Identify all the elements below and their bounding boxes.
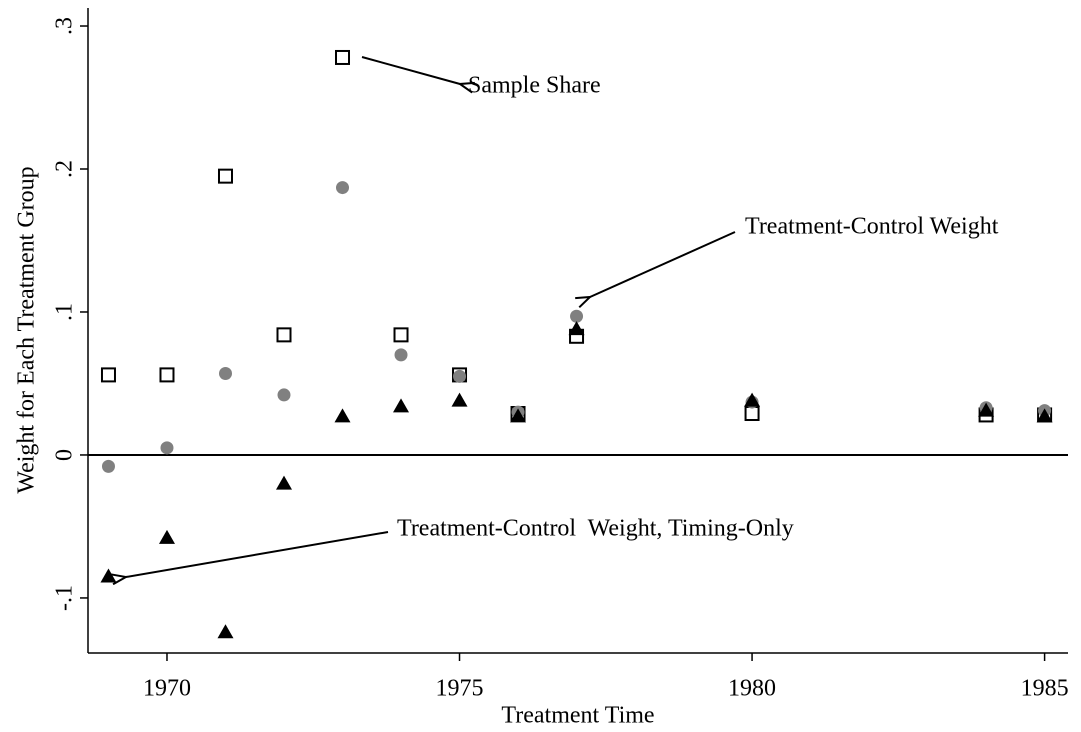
x-tick-label: 1980: [728, 676, 776, 702]
circle-marker: [336, 181, 350, 195]
annotation-arrow: [361, 56, 460, 84]
triangle-marker: [1036, 408, 1053, 423]
circle-marker: [160, 441, 174, 455]
square-marker: [393, 327, 409, 343]
triangle-marker: [744, 392, 761, 407]
triangle-marker: [510, 408, 527, 423]
annotation: Sample Share: [468, 73, 601, 99]
triangle-marker: [334, 408, 351, 423]
x-tick-label: 1970: [143, 676, 191, 702]
square-marker: [335, 49, 351, 65]
circle-marker: [394, 348, 408, 362]
circle-marker: [277, 388, 291, 402]
circle-marker: [218, 366, 232, 380]
x-tick-label: 1975: [436, 676, 484, 702]
triangle-marker: [100, 568, 117, 583]
square-marker: [276, 327, 292, 343]
square-marker: [217, 168, 233, 184]
x-axis-title: Treatment Time: [501, 703, 654, 729]
x-tick-label: 1985: [1021, 676, 1069, 702]
triangle-marker: [393, 398, 410, 413]
y-tick-label: .3: [52, 17, 78, 35]
square-marker: [100, 367, 116, 383]
circle-marker: [570, 309, 584, 323]
y-tick-label: .2: [52, 160, 78, 178]
annotation-arrow: [126, 531, 389, 577]
y-tick-label: .1: [52, 303, 78, 321]
y-axis-title: Weight for Each Treatment Group: [14, 166, 40, 493]
annotation: Treatment-Control Weight, Timing-Only: [397, 516, 794, 542]
triangle-marker: [568, 321, 585, 336]
circle-marker: [453, 369, 467, 383]
square-marker: [744, 406, 760, 422]
triangle-marker: [158, 529, 175, 544]
square-marker: [159, 367, 175, 383]
y-tick-label: 0: [52, 449, 78, 461]
triangle-marker: [451, 392, 468, 407]
annotation: Treatment-Control Weight: [745, 214, 999, 240]
circle-marker: [101, 459, 115, 473]
annotation-arrow: [590, 231, 736, 297]
y-tick-label: -.1: [52, 585, 78, 611]
triangle-marker: [217, 624, 234, 639]
triangle-marker: [978, 402, 995, 417]
triangle-marker: [276, 475, 292, 490]
